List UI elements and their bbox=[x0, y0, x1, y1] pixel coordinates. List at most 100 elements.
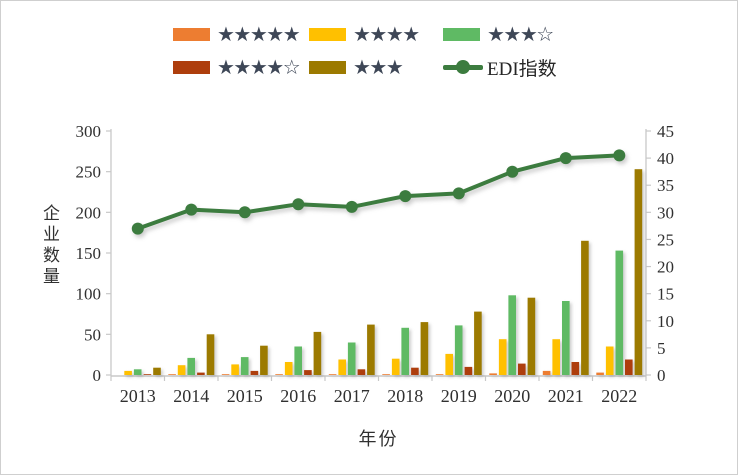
bar-★★★☆-2021 bbox=[562, 301, 570, 375]
bar-★★★★☆-2019 bbox=[464, 366, 473, 375]
bar-★★★☆-2020 bbox=[508, 295, 516, 375]
x-axis-year-label: 2014 bbox=[173, 386, 209, 406]
x-axis-year-label: 2016 bbox=[280, 386, 316, 406]
bar-★★★-2017 bbox=[367, 324, 375, 375]
bar-★★★★-2014 bbox=[177, 365, 186, 375]
bar-★★★-2016 bbox=[313, 331, 322, 375]
legend-label-three-star: ★★★ bbox=[353, 55, 404, 79]
bar-★★★★-2021 bbox=[552, 339, 560, 375]
left-axis-tick-label: 300 bbox=[76, 122, 102, 141]
x-axis-year-label: 2022 bbox=[601, 386, 637, 406]
bar-★★★★-2015 bbox=[231, 364, 239, 375]
bar-★★★★★-2019 bbox=[435, 374, 444, 375]
right-axis-tick-label: 20 bbox=[657, 258, 674, 277]
bar-★★★-2021 bbox=[581, 240, 589, 375]
edi-index-point-2018 bbox=[399, 190, 412, 203]
edi-index-point-2019 bbox=[452, 187, 465, 200]
bar-★★★-2015 bbox=[260, 345, 268, 375]
edi-index-point-2016 bbox=[292, 198, 305, 211]
right-axis-tick-label: 40 bbox=[657, 149, 674, 168]
edi-index-point-2022 bbox=[613, 149, 626, 162]
edi-index-point-2014 bbox=[185, 203, 198, 216]
x-axis-year-label: 2015 bbox=[227, 386, 263, 406]
bar-★★★★☆-2013 bbox=[143, 374, 152, 375]
bar-★★★★-2017 bbox=[338, 359, 346, 375]
left-axis-tick-label: 100 bbox=[76, 285, 102, 304]
edi-index-point-2021 bbox=[559, 152, 572, 165]
legend-item-three-half-star: ★★★☆ bbox=[443, 21, 563, 47]
left-axis-tick-label: 0 bbox=[93, 366, 102, 385]
right-axis-tick-label: 45 bbox=[657, 122, 674, 141]
bar-★★★-2022 bbox=[634, 169, 643, 375]
x-axis-year-label: 2018 bbox=[387, 386, 423, 406]
bar-★★★★-2013 bbox=[124, 370, 132, 375]
bar-★★★★-2019 bbox=[445, 353, 453, 375]
bar-★★★★☆-2022 bbox=[625, 359, 633, 375]
legend-item-four-star: ★★★★ bbox=[309, 21, 443, 47]
bar-★★★☆-2014 bbox=[187, 357, 195, 375]
legend-swatch-four-half-star bbox=[173, 60, 210, 74]
bar-★★★★★-2014 bbox=[168, 374, 176, 375]
legend-label-four-star: ★★★★ bbox=[353, 22, 420, 46]
bar-★★★★-2022 bbox=[605, 346, 614, 375]
bar-★★★☆-2015 bbox=[240, 357, 249, 375]
legend-label-edi-index: EDI指数 bbox=[487, 58, 557, 80]
left-axis-tick-label: 200 bbox=[76, 203, 102, 222]
left-axis-tick-label: 150 bbox=[76, 244, 102, 263]
legend-swatch-three-star bbox=[309, 60, 346, 74]
bar-★★★★☆-2016 bbox=[304, 370, 312, 375]
legend-label-four-half-star: ★★★★☆ bbox=[217, 55, 301, 79]
bar-★★★-2018 bbox=[420, 322, 429, 375]
bar-★★★★★-2021 bbox=[542, 370, 551, 375]
y-axis-title: 企业数量 bbox=[40, 204, 59, 288]
bar-★★★☆-2017 bbox=[347, 342, 356, 375]
x-axis-year-label: 2017 bbox=[334, 386, 370, 406]
legend-swatch-four-star bbox=[309, 27, 346, 41]
legend-item-four-half-star: ★★★★☆ bbox=[173, 54, 309, 80]
bar-★★★★★-2017 bbox=[328, 374, 337, 375]
edi-index-line-series bbox=[131, 149, 626, 235]
x-axis-title: 年份 bbox=[358, 429, 399, 449]
right-axis-tick-label: 25 bbox=[657, 230, 674, 249]
bar-★★★☆-2018 bbox=[401, 327, 409, 375]
bar-★★★★☆-2015 bbox=[250, 370, 259, 375]
bar-★★★★★-2020 bbox=[489, 373, 497, 375]
x-axis-year-label: 2021 bbox=[548, 386, 584, 406]
bar-★★★★☆-2018 bbox=[411, 367, 419, 375]
legend-line-marker-icon bbox=[443, 60, 483, 74]
bar-★★★★★-2018 bbox=[382, 374, 390, 375]
edi-index-point-2015 bbox=[238, 206, 251, 219]
bar-series-group bbox=[124, 169, 643, 375]
bar-★★★★☆-2020 bbox=[518, 363, 526, 375]
x-axis-year-label: 2019 bbox=[441, 386, 477, 406]
bar-★★★★★-2015 bbox=[221, 374, 230, 375]
bar-★★★-2020 bbox=[527, 297, 536, 375]
legend-item-five-star: ★★★★★ bbox=[173, 21, 309, 47]
legend-swatch-three-half-star bbox=[443, 27, 480, 41]
right-axis-tick-label: 5 bbox=[657, 339, 666, 358]
right-axis-tick-label: 10 bbox=[657, 312, 674, 331]
right-axis-tick-label: 30 bbox=[657, 203, 674, 222]
right-axis-tick-label: 15 bbox=[657, 285, 674, 304]
legend-item-three-star: ★★★ bbox=[309, 54, 443, 80]
bar-★★★-2019 bbox=[474, 311, 482, 375]
edi-index-point-2020 bbox=[506, 165, 519, 178]
bar-★★★☆-2019 bbox=[454, 325, 463, 375]
bar-★★★-2013 bbox=[153, 367, 161, 375]
bar-★★★★-2016 bbox=[284, 362, 293, 375]
bar-★★★☆-2013 bbox=[133, 369, 142, 375]
bar-★★★☆-2016 bbox=[294, 346, 302, 375]
x-axis-year-label: 2013 bbox=[120, 386, 156, 406]
legend-item-edi-index: EDI指数 bbox=[443, 54, 563, 80]
left-axis-tick-label: 50 bbox=[84, 325, 101, 344]
x-axis-year-label: 2020 bbox=[494, 386, 530, 406]
legend-swatch-five-star bbox=[173, 27, 210, 41]
legend-label-three-half-star: ★★★☆ bbox=[487, 22, 554, 46]
bar-★★★★☆-2017 bbox=[357, 369, 366, 375]
chart-legend: ★★★★★ ★★★★ ★★★☆ ★★★★☆ ★★★ EDI指数 bbox=[173, 21, 563, 80]
edi-index-line bbox=[137, 153, 620, 231]
edi-index-point-2013 bbox=[131, 222, 144, 235]
bar-★★★☆-2022 bbox=[615, 250, 624, 375]
legend-label-five-star: ★★★★★ bbox=[217, 22, 301, 46]
